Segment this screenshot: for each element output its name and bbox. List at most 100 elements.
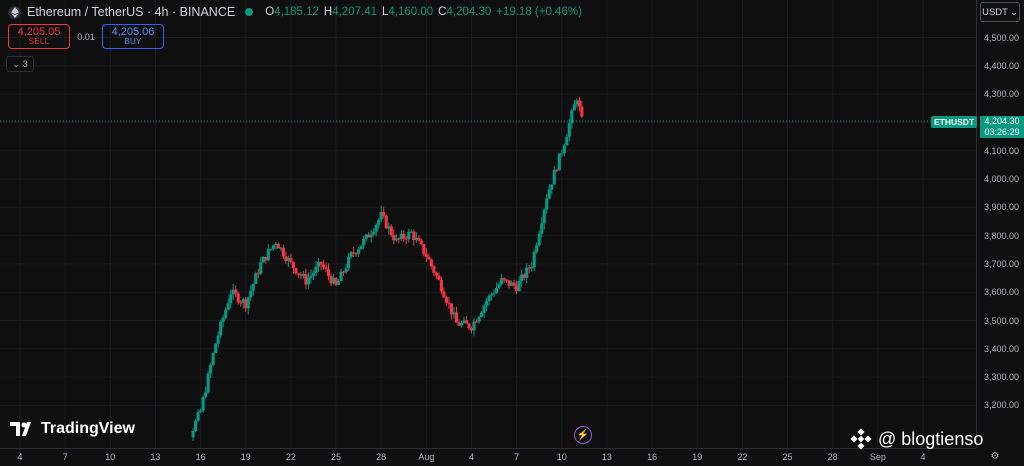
time-tick: 25 [331,452,342,462]
gear-icon[interactable]: ⚙ [990,451,1000,462]
candle [251,283,255,296]
candle-body [344,268,348,273]
candle [384,214,388,230]
candle-body [194,420,198,432]
candle [219,319,223,339]
candle [507,280,511,289]
candle [577,96,581,112]
candle [372,228,376,237]
currency-selector[interactable]: USDT ⌄ [980,2,1020,22]
chart-pane[interactable] [0,0,976,448]
candle [266,244,270,262]
candle [535,242,539,255]
candle-body [397,238,401,240]
time-tick: 22 [737,452,748,462]
candle-body [226,303,230,310]
candle [224,306,228,320]
candle [575,98,579,108]
candle-body [326,269,331,276]
candle-body [462,320,466,324]
sell-button[interactable]: 4,205.05 SELL [8,24,70,49]
candle [459,320,464,328]
candle [377,218,381,229]
candle [316,258,321,272]
time-tick: 28 [376,452,387,462]
candle-body [540,223,544,234]
candle-body [467,323,471,329]
candle-body [505,279,509,281]
candle [567,118,571,142]
open-key: O [265,6,275,18]
candle [515,280,519,294]
candle-body [492,293,496,295]
candle [289,253,293,264]
candle [452,307,456,319]
candle [324,262,328,273]
candle-body [349,252,353,257]
candle-body [221,317,225,322]
candle [407,228,411,243]
candle-body [557,153,561,171]
candle-body [502,278,506,280]
candle [206,370,210,394]
open-value: 4,185.12 [274,6,319,18]
candle [311,270,316,280]
candle [209,362,213,379]
price-tick: 3,800.00 [984,230,1020,241]
candle-body [577,100,581,107]
candle-body [487,295,491,302]
time-tick: 16 [195,452,206,462]
candle-body [224,309,228,318]
candle-body [432,266,436,273]
indicators-count: 3 [22,59,28,69]
candle [281,244,285,259]
candle-body [447,302,451,304]
time-tick: 13 [601,452,612,462]
candle [374,223,378,237]
watermark-text: @ blogtienso [878,428,984,449]
time-tick: 25 [782,452,793,462]
candle [502,277,506,283]
candle-body [286,257,290,262]
candle-body [484,301,489,306]
candle-body [507,280,511,286]
candle [560,149,564,158]
candle-body [289,257,293,262]
candle [487,293,491,306]
price-tick: 4,500.00 [984,32,1020,43]
candle [565,133,569,146]
candle [409,229,413,233]
candle [412,229,416,246]
candle [276,242,280,249]
candle [467,322,471,331]
candle [492,289,496,298]
candle-body [515,285,519,292]
candle [216,331,220,348]
watermark: @ blogtienso [850,428,983,450]
candle-body [266,249,270,261]
candle-body [444,297,448,303]
ethereum-icon[interactable] [8,5,21,19]
tradingview-logo[interactable]: TradingView [10,420,135,438]
candle [191,428,195,441]
candle-body [281,247,285,257]
candle [439,276,443,295]
buy-button[interactable]: 4,205.06 BUY [102,24,164,49]
price-scale[interactable] [976,0,1024,448]
candle [249,285,253,302]
candle [422,243,426,257]
high-value: 4,207.41 [332,6,377,18]
symbol-title[interactable]: Ethereum / TetherUS · 4h · BINANCE [27,5,236,19]
candle-body [294,268,298,274]
indicators-toggle[interactable]: ⌄ 3 [6,56,34,72]
lightning-icon[interactable]: ⚡ [574,426,592,444]
time-scale[interactable] [0,448,976,466]
candle-body [417,237,421,241]
candle [284,251,288,264]
candle [254,271,258,285]
candlestick-chart[interactable] [0,0,976,448]
candle [547,184,551,200]
candle [432,264,436,277]
candle-body [382,212,386,216]
candle [532,249,536,272]
